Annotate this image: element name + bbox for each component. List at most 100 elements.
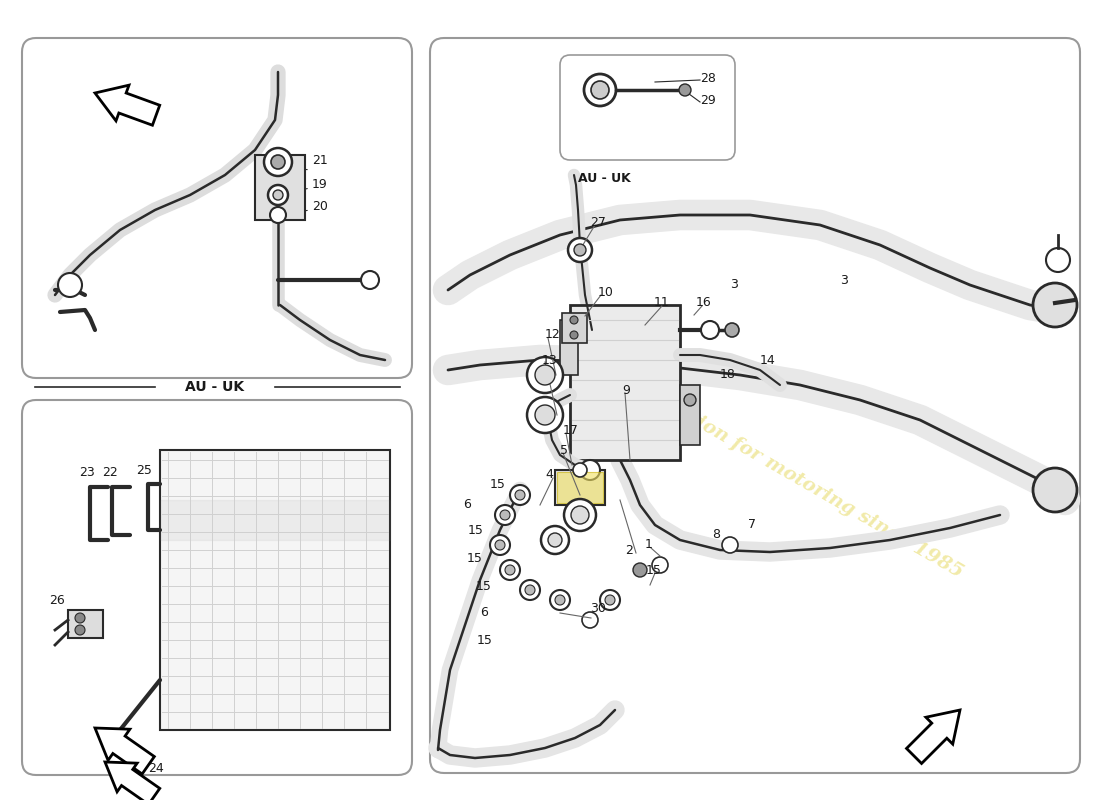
Circle shape — [1046, 248, 1070, 272]
Circle shape — [574, 244, 586, 256]
Text: 21: 21 — [312, 154, 328, 167]
Polygon shape — [104, 762, 160, 800]
Text: 22: 22 — [102, 466, 118, 479]
Circle shape — [495, 505, 515, 525]
Text: 4: 4 — [544, 469, 553, 482]
Text: 29: 29 — [700, 94, 716, 106]
Text: 28: 28 — [700, 71, 716, 85]
Text: 27: 27 — [590, 215, 606, 229]
Bar — [557, 472, 603, 503]
Text: 8: 8 — [712, 529, 720, 542]
Text: 10: 10 — [598, 286, 614, 298]
Circle shape — [571, 506, 588, 524]
Circle shape — [535, 405, 556, 425]
Circle shape — [495, 540, 505, 550]
Circle shape — [722, 537, 738, 553]
Polygon shape — [95, 728, 154, 774]
Text: 15: 15 — [477, 634, 493, 646]
Circle shape — [490, 535, 510, 555]
Circle shape — [701, 321, 719, 339]
Text: 30: 30 — [590, 602, 606, 614]
Bar — [160, 450, 390, 730]
Circle shape — [652, 557, 668, 573]
FancyBboxPatch shape — [22, 38, 412, 378]
Circle shape — [500, 510, 510, 520]
Text: 20: 20 — [312, 201, 328, 214]
Text: 12: 12 — [544, 329, 561, 342]
FancyBboxPatch shape — [22, 400, 412, 775]
Circle shape — [679, 84, 691, 96]
Text: 6: 6 — [480, 606, 488, 619]
Bar — [570, 305, 680, 460]
Circle shape — [541, 526, 569, 554]
Circle shape — [582, 612, 598, 628]
Circle shape — [550, 590, 570, 610]
Text: 19: 19 — [312, 178, 328, 191]
Bar — [680, 385, 700, 445]
Circle shape — [564, 499, 596, 531]
Text: 15: 15 — [490, 478, 506, 491]
Circle shape — [600, 590, 620, 610]
Circle shape — [515, 490, 525, 500]
Text: 15: 15 — [468, 523, 484, 537]
Text: 14: 14 — [760, 354, 775, 366]
Circle shape — [1033, 468, 1077, 512]
Circle shape — [548, 533, 562, 547]
Circle shape — [270, 207, 286, 223]
Circle shape — [568, 238, 592, 262]
FancyBboxPatch shape — [430, 38, 1080, 773]
Text: 7: 7 — [748, 518, 756, 531]
Text: 1: 1 — [645, 538, 653, 551]
Circle shape — [573, 463, 587, 477]
Circle shape — [580, 460, 600, 480]
Text: 2: 2 — [625, 543, 632, 557]
Text: 24: 24 — [148, 762, 164, 774]
Text: 13: 13 — [542, 354, 558, 366]
Bar — [68, 610, 103, 638]
Text: 17: 17 — [563, 423, 579, 437]
Circle shape — [520, 580, 540, 600]
Circle shape — [527, 397, 563, 433]
Circle shape — [725, 323, 739, 337]
Circle shape — [535, 365, 556, 385]
Text: 26: 26 — [50, 594, 65, 606]
Circle shape — [75, 613, 85, 623]
Polygon shape — [95, 85, 160, 126]
Bar — [562, 313, 587, 343]
Polygon shape — [906, 710, 960, 763]
Text: a passion for motoring since 1985: a passion for motoring since 1985 — [634, 379, 966, 581]
Text: 5: 5 — [560, 443, 568, 457]
Bar — [560, 320, 578, 375]
Circle shape — [264, 148, 292, 176]
Circle shape — [525, 585, 535, 595]
Text: 6: 6 — [463, 498, 471, 511]
Text: 16: 16 — [696, 297, 712, 310]
Text: 23: 23 — [79, 466, 95, 479]
Circle shape — [570, 316, 578, 324]
Circle shape — [505, 565, 515, 575]
Circle shape — [58, 273, 82, 297]
Circle shape — [510, 485, 530, 505]
Bar — [255, 155, 305, 220]
Circle shape — [500, 560, 520, 580]
Circle shape — [1033, 283, 1077, 327]
Text: 15: 15 — [646, 563, 662, 577]
Circle shape — [273, 190, 283, 200]
Text: AU - UK: AU - UK — [186, 380, 244, 394]
Circle shape — [584, 74, 616, 106]
Circle shape — [632, 563, 647, 577]
Circle shape — [556, 595, 565, 605]
Circle shape — [570, 331, 578, 339]
Text: 15: 15 — [468, 551, 483, 565]
Circle shape — [527, 357, 563, 393]
FancyBboxPatch shape — [560, 55, 735, 160]
Circle shape — [591, 81, 609, 99]
Circle shape — [271, 155, 285, 169]
Circle shape — [361, 271, 379, 289]
Bar — [556, 470, 605, 505]
Text: 3: 3 — [730, 278, 738, 291]
Circle shape — [684, 394, 696, 406]
Text: 11: 11 — [654, 297, 670, 310]
Circle shape — [268, 185, 288, 205]
Circle shape — [75, 625, 85, 635]
